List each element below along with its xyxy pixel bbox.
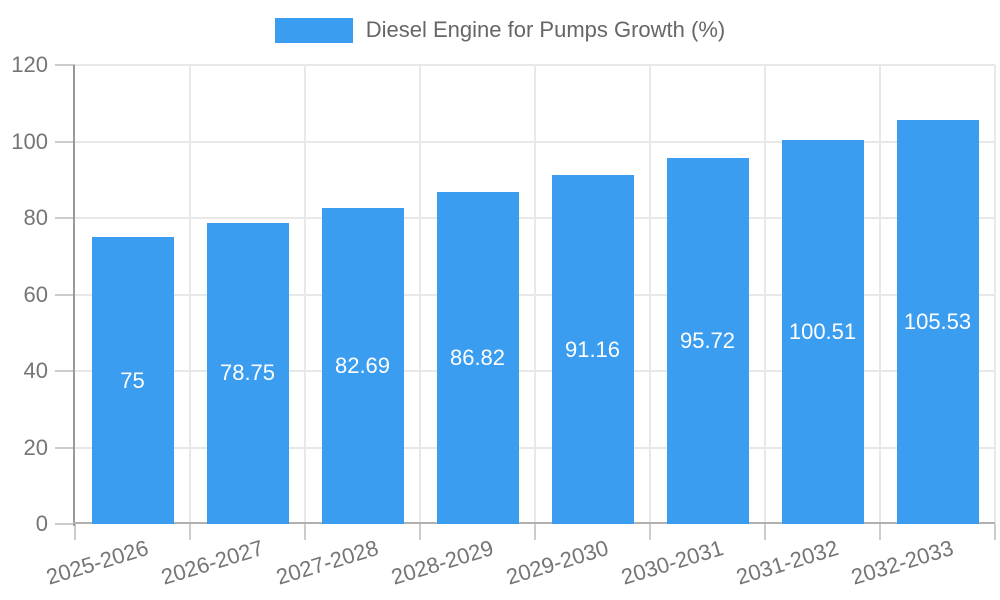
bar-value-label: 86.82	[449, 344, 506, 370]
y-tick-label: 80	[23, 205, 48, 230]
bar	[896, 120, 979, 524]
x-axis-tick	[764, 524, 766, 540]
x-axis-tick	[534, 524, 536, 540]
y-tick-label: 120	[11, 52, 48, 77]
x-axis-tick	[304, 524, 306, 540]
x-tick-label: 2026-2027	[158, 535, 267, 590]
bar-value-label: 105.53	[903, 309, 972, 335]
x-tick-label: 2027-2028	[273, 535, 382, 590]
y-axis-tick	[55, 64, 75, 66]
gridline-vertical	[534, 65, 536, 524]
y-axis-line	[73, 65, 75, 526]
y-axis-tick	[55, 217, 75, 219]
bar	[436, 191, 519, 524]
x-axis-tick	[189, 524, 191, 540]
gridline-vertical	[994, 65, 996, 524]
y-tick-label: 40	[23, 358, 48, 383]
y-axis-tick	[55, 370, 75, 372]
bar	[551, 175, 634, 524]
gridline-vertical	[764, 65, 766, 524]
legend-swatch	[274, 17, 353, 43]
y-axis-tick	[55, 523, 75, 525]
gridline-vertical	[649, 65, 651, 524]
x-axis-line	[73, 522, 995, 524]
x-axis-tick	[879, 524, 881, 540]
x-tick-label: 2030-2031	[618, 535, 727, 590]
gridline-vertical	[304, 65, 306, 524]
x-tick-label: 2029-2030	[503, 535, 612, 590]
x-tick-label: 2025-2026	[43, 535, 152, 590]
x-tick-label: 2028-2029	[388, 535, 497, 590]
bar	[781, 139, 864, 524]
gridline-vertical	[879, 65, 881, 524]
y-tick-label: 20	[23, 434, 48, 460]
bar-value-label: 91.16	[564, 336, 621, 362]
bar	[666, 157, 749, 524]
bar	[321, 207, 404, 524]
gridline-vertical	[419, 65, 421, 524]
bar-value-label: 82.69	[334, 352, 391, 378]
bar	[206, 222, 289, 524]
y-tick-label: 60	[23, 281, 48, 307]
bar-value-label: 78.75	[219, 360, 276, 386]
bar-value-label: 100.51	[788, 318, 857, 344]
x-tick-label: 2032-2033	[848, 535, 957, 590]
bar-value-label: 75	[120, 367, 145, 393]
y-axis-tick	[55, 293, 75, 296]
gridline-vertical	[189, 65, 191, 524]
x-axis-tick	[994, 524, 996, 540]
bar	[91, 237, 174, 524]
legend-label: Diesel Engine for Pumps Growth (%)	[365, 17, 726, 42]
y-tick-label: 100	[11, 128, 48, 154]
x-axis-tick	[649, 524, 651, 540]
x-axis-tick	[74, 524, 76, 540]
x-axis-tick	[419, 524, 421, 540]
y-axis-tick	[55, 446, 75, 449]
bar-value-label: 95.72	[679, 327, 736, 353]
legend-item[interactable]: Diesel Engine for Pumps Growth (%)	[0, 17, 1000, 43]
y-tick-label: 0	[35, 511, 48, 536]
x-tick-label: 2031-2032	[733, 535, 842, 590]
y-axis-tick	[55, 140, 75, 143]
